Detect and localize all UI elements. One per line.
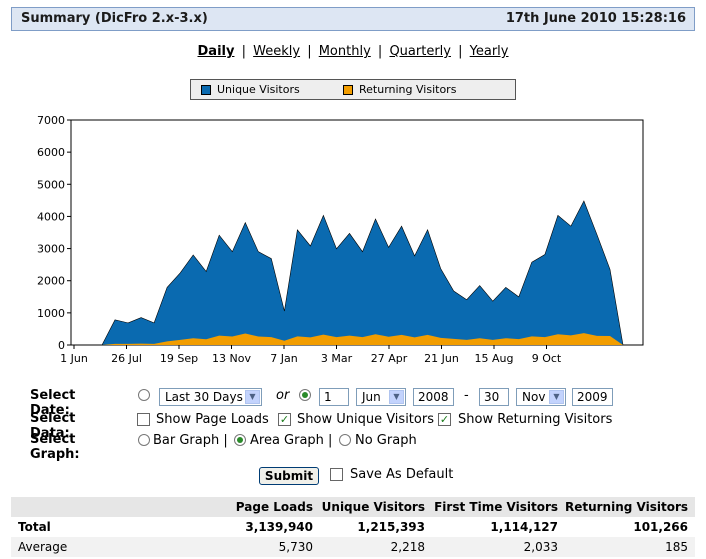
custom-date-radio[interactable] (299, 389, 311, 401)
tab-weekly[interactable]: Weekly (253, 44, 301, 59)
to-day-input[interactable]: 30 (479, 388, 509, 406)
header-datetime: 17th June 2010 15:28:16 (505, 11, 686, 26)
x-tick-label: 9 Oct (532, 352, 562, 365)
no-graph-radio[interactable] (339, 434, 351, 446)
y-tick-label: 5000 (37, 178, 65, 191)
cell-unique-visitors: 2,218 (390, 540, 425, 554)
x-tick-label: 15 Aug (475, 352, 514, 365)
x-tick-label: 1 Jun (60, 352, 88, 365)
col-page-loads: Page Loads (235, 500, 313, 514)
y-tick-label: 6000 (37, 146, 65, 159)
y-tick-label: 3000 (37, 243, 65, 256)
x-tick-label: 3 Mar (321, 352, 353, 365)
y-tick-label: 7000 (37, 114, 65, 127)
from-day-input[interactable]: 1 (319, 388, 349, 406)
page-loads-checkbox[interactable] (137, 413, 150, 426)
y-tick-label: 1000 (37, 307, 65, 320)
to-year-input[interactable]: 2009 (572, 388, 613, 406)
legend-swatch-returning (343, 84, 353, 95)
tab-quarterly[interactable]: Quarterly (389, 44, 451, 59)
legend-swatch-unique (201, 84, 211, 95)
legend-label-returning: Returning Visitors (359, 83, 457, 96)
or-label: or (276, 388, 290, 403)
x-tick-label: 7 Jan (270, 352, 297, 365)
chevron-down-icon: ▼ (245, 390, 260, 404)
select-data-label: Select Data: (30, 411, 76, 441)
date-range-dash: - (464, 388, 469, 403)
table-row: Total 3,139,940 1,215,393 1,114,127 101,… (11, 517, 695, 537)
legend-item-unique: Unique Visitors (201, 83, 300, 96)
bar-graph-radio[interactable] (138, 434, 150, 446)
select-date-label: Select Date: (30, 388, 76, 418)
chevron-down-icon: ▼ (549, 390, 564, 404)
col-first-time-visitors: First Time Visitors (434, 500, 558, 514)
chevron-down-icon: ▼ (389, 390, 404, 404)
unique-visitors-label: Show Unique Visitors (297, 412, 434, 427)
row-label: Total (18, 520, 51, 534)
page-loads-label: Show Page Loads (156, 412, 269, 427)
from-month-select[interactable]: Jun ▼ (356, 388, 406, 406)
save-default-label: Save As Default (350, 467, 454, 482)
tab-yearly[interactable]: Yearly (469, 44, 509, 59)
cell-first-time-visitors: 2,033 (523, 540, 558, 554)
legend-label-unique: Unique Visitors (217, 83, 300, 96)
legend-item-returning: Returning Visitors (343, 83, 456, 96)
tab-monthly[interactable]: Monthly (318, 44, 371, 59)
x-tick-label: 21 Jun (424, 352, 459, 365)
range-select[interactable]: Last 30 Days ▼ (159, 388, 262, 406)
to-month-value: Nov (522, 390, 546, 404)
y-tick-label: 2000 (37, 275, 65, 288)
save-default-checkbox[interactable] (330, 468, 343, 481)
col-returning-visitors: Returning Visitors (564, 500, 688, 514)
tab-daily[interactable]: Daily (197, 44, 235, 59)
separator: | (458, 44, 463, 59)
y-tick-label: 0 (58, 339, 65, 352)
to-month-select[interactable]: Nov ▼ (516, 388, 566, 406)
cell-first-time-visitors: 1,114,127 (490, 520, 558, 534)
summary-header: Summary (DicFro 2.x-3.x) 17th June 2010 … (11, 7, 695, 31)
page-title: Summary (DicFro 2.x-3.x) (21, 11, 208, 26)
visitors-area-chart: 0 1000 2000 3000 4000 5000 6000 7000 1 Jun 26 Jul… (37, 114, 644, 365)
bar-graph-label: Bar Graph | (153, 433, 228, 448)
col-unique-visitors: Unique Visitors (321, 500, 425, 514)
from-month-value: Jun (362, 390, 381, 404)
chart-legend: Unique Visitors Returning Visitors (190, 79, 516, 100)
period-tabs: Daily | Weekly | Monthly | Quarterly | Y… (0, 44, 706, 59)
unique-visitors-checkbox[interactable]: ✓ (278, 413, 291, 426)
area-graph-radio[interactable] (234, 434, 246, 446)
row-label: Average (18, 540, 68, 554)
separator: | (377, 44, 383, 59)
separator: | (241, 44, 246, 59)
select-graph-label: Select Graph: (30, 432, 80, 462)
area-graph-label: Area Graph | (250, 433, 333, 448)
range-select-value: Last 30 Days (165, 390, 243, 404)
from-year-input[interactable]: 2008 (413, 388, 454, 406)
cell-page-loads: 5,730 (278, 540, 313, 554)
cell-returning-visitors: 185 (665, 540, 688, 554)
x-tick-label: 27 Apr (371, 352, 408, 365)
y-tick-label: 4000 (37, 210, 65, 223)
separator: | (307, 44, 312, 59)
x-tick-label: 19 Sep (160, 352, 198, 365)
cell-returning-visitors: 101,266 (633, 520, 688, 534)
returning-visitors-checkbox[interactable]: ✓ (438, 413, 451, 426)
x-tick-label: 13 Nov (212, 352, 251, 365)
range-radio[interactable] (138, 389, 150, 401)
table-header: Page Loads Unique Visitors First Time Vi… (11, 497, 695, 517)
summary-table: Page Loads Unique Visitors First Time Vi… (11, 497, 695, 557)
submit-button[interactable]: Submit (259, 467, 319, 485)
no-graph-label: No Graph (355, 433, 417, 448)
series-area-unique (101, 200, 624, 346)
cell-unique-visitors: 1,215,393 (357, 520, 425, 534)
table-row: Average 5,730 2,218 2,033 185 (11, 537, 695, 557)
returning-visitors-label: Show Returning Visitors (458, 412, 613, 427)
cell-page-loads: 3,139,940 (245, 520, 313, 534)
x-tick-label: 26 Jul (111, 352, 142, 365)
series-area-returning (102, 333, 623, 345)
